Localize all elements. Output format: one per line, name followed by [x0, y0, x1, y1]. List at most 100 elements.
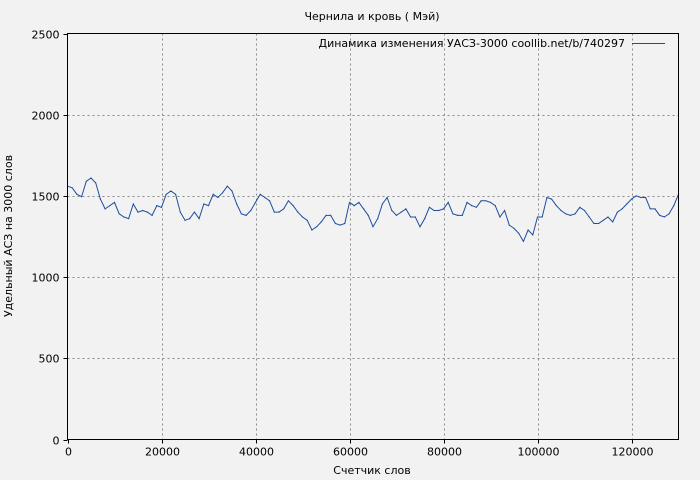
- data-point: [320, 221, 322, 223]
- data-point: [278, 211, 280, 213]
- data-point: [146, 211, 148, 213]
- data-point: [372, 226, 374, 228]
- data-point: [269, 200, 271, 202]
- data-point: [494, 205, 496, 207]
- data-point: [518, 232, 520, 234]
- data-point: [391, 209, 393, 212]
- data-point: [316, 226, 318, 228]
- data-point: [536, 216, 539, 218]
- data-point: [588, 216, 590, 218]
- data-point: [344, 222, 346, 225]
- data-point: [499, 216, 501, 218]
- y-tick-label: 1500: [32, 191, 60, 204]
- x-tick-label: 80000: [427, 446, 462, 459]
- y-tick-label: 500: [39, 353, 60, 366]
- axis-layer: 0 20000 40000 60000 80000 100000 120000 0 500 100…: [32, 29, 654, 459]
- data-point: [236, 203, 238, 205]
- x-tick-label: 60000: [333, 446, 368, 459]
- data-point: [325, 214, 327, 216]
- data-point: [612, 221, 614, 223]
- data-point: [654, 208, 656, 210]
- data-point: [137, 211, 139, 213]
- data-point: [452, 213, 454, 215]
- data-point: [264, 196, 266, 199]
- data-point: [245, 214, 247, 216]
- data-point: [659, 214, 661, 216]
- data-point: [616, 211, 619, 213]
- series-line: [67, 177, 679, 243]
- data-point: [222, 192, 224, 194]
- data-point: [339, 224, 341, 226]
- data-point: [240, 213, 242, 215]
- data-point: [250, 209, 252, 212]
- data-point: [635, 195, 637, 197]
- data-point: [522, 240, 525, 242]
- data-point: [99, 198, 101, 200]
- data-point: [142, 209, 144, 212]
- data-point: [330, 214, 332, 216]
- data-point: [579, 206, 581, 208]
- data-point: [640, 196, 642, 199]
- data-point: [203, 203, 205, 205]
- data-point: [442, 208, 445, 210]
- data-point: [649, 208, 651, 210]
- data-point: [471, 205, 473, 207]
- x-tick-label: 20000: [145, 446, 180, 459]
- data-point: [546, 196, 548, 199]
- data-point: [301, 216, 304, 218]
- data-point: [226, 185, 228, 187]
- y-tick-label: 2000: [32, 110, 60, 123]
- data-point: [95, 182, 97, 184]
- data-point: [306, 219, 308, 221]
- data-point: [428, 206, 430, 208]
- data-point: [212, 193, 214, 195]
- data-point: [156, 205, 158, 207]
- data-point: [424, 218, 426, 220]
- x-tick-label: 40000: [239, 446, 274, 459]
- data-point: [259, 193, 261, 195]
- data-point: [433, 209, 435, 212]
- data-point: [513, 227, 515, 229]
- data-point: [254, 201, 257, 203]
- data-point: [461, 214, 463, 216]
- data-point: [381, 203, 383, 205]
- data-point: [668, 213, 670, 215]
- legend: Динамика изменения УАСЗ-3000 coollib.net…: [319, 37, 665, 50]
- data-point: [179, 211, 181, 213]
- data-point: [132, 203, 134, 205]
- data-point: [81, 196, 83, 198]
- legend-label: Динамика изменения УАСЗ-3000 coollib.net…: [319, 37, 626, 50]
- series-layer: [66, 177, 680, 243]
- data-point: [217, 196, 219, 199]
- data-point: [645, 196, 647, 199]
- data-point: [593, 222, 595, 225]
- data-point: [395, 214, 398, 216]
- data-point: [555, 205, 557, 207]
- data-point: [438, 209, 440, 212]
- data-point: [367, 214, 369, 216]
- data-point: [607, 216, 609, 218]
- data-point: [363, 208, 365, 210]
- data-point: [532, 234, 534, 236]
- data-point: [377, 218, 379, 220]
- y-tick-label: 1000: [32, 272, 60, 285]
- x-axis-label: Счетчик слов: [333, 464, 410, 477]
- data-point: [118, 213, 120, 215]
- data-point: [508, 224, 510, 226]
- data-point: [527, 229, 529, 231]
- data-point: [504, 209, 506, 212]
- data-point: [287, 200, 289, 202]
- data-point: [231, 190, 233, 192]
- data-point: [485, 200, 487, 202]
- data-point: [160, 206, 163, 208]
- data-point: [400, 211, 402, 213]
- chart-title: Чернила и кровь ( Мэй): [304, 10, 439, 23]
- data-point: [184, 219, 186, 221]
- data-point: [574, 213, 576, 215]
- data-point: [198, 218, 200, 220]
- data-point: [569, 214, 572, 216]
- data-point: [170, 190, 172, 192]
- data-point: [311, 229, 313, 231]
